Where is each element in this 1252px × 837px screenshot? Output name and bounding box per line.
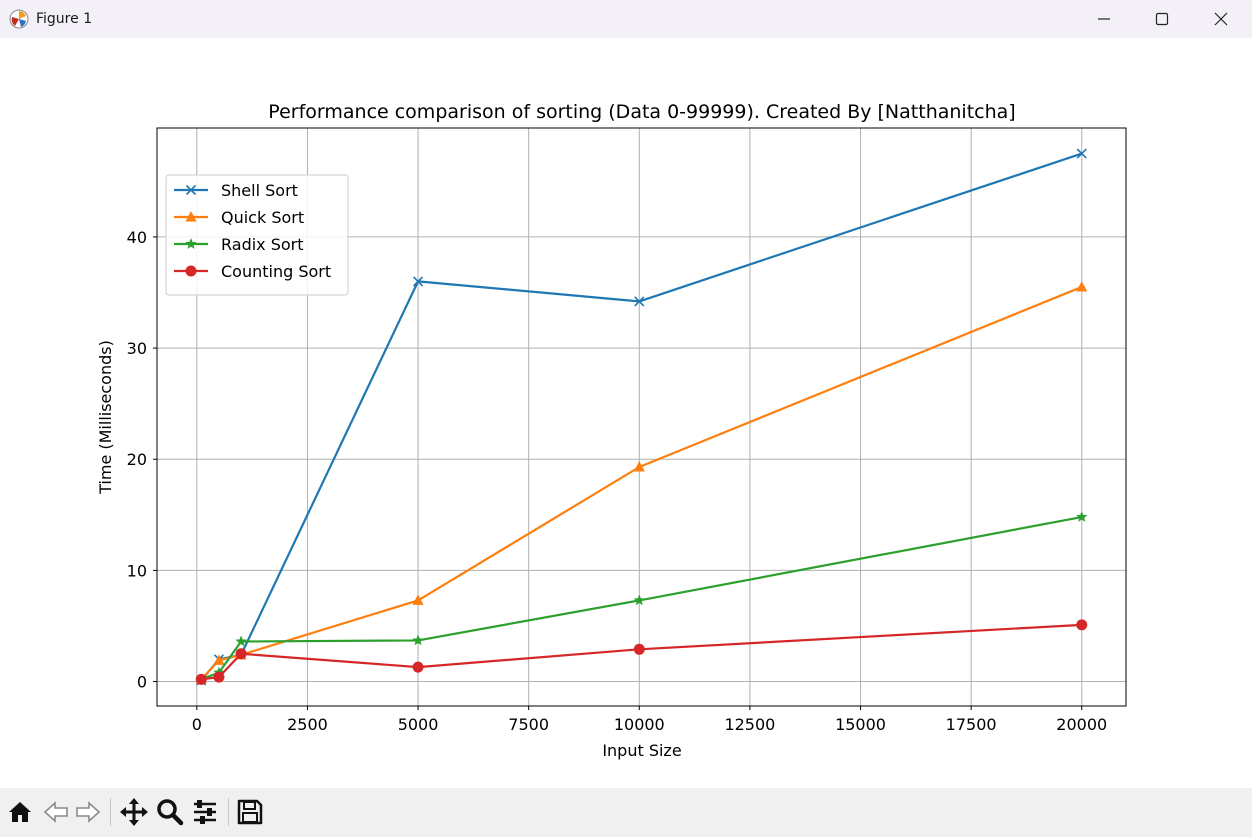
configure-subplots-button[interactable] bbox=[189, 796, 221, 828]
data-point-counting-sort bbox=[1076, 619, 1088, 631]
close-button[interactable] bbox=[1192, 0, 1250, 38]
x-tick-label: 15000 bbox=[835, 715, 886, 734]
home-icon bbox=[9, 802, 31, 822]
zoom-icon bbox=[157, 799, 184, 826]
legend-label: Counting Sort bbox=[221, 262, 331, 281]
data-point-radix-sort bbox=[412, 634, 424, 646]
y-tick-label: 20 bbox=[127, 450, 147, 469]
x-tick-label: 2500 bbox=[287, 715, 328, 734]
legend: Shell Sort Quick Sort Radix Sort Counting S… bbox=[165, 174, 349, 296]
x-tick-label: 12500 bbox=[724, 715, 775, 734]
x-axis-label: Input Size bbox=[602, 741, 681, 760]
minimize-icon bbox=[1098, 18, 1110, 20]
x-tick-label: 20000 bbox=[1056, 715, 1107, 734]
legend-marker bbox=[185, 265, 197, 277]
data-point-shell-sort bbox=[634, 296, 645, 307]
legend-item: Shell Sort bbox=[174, 181, 298, 200]
forward-button[interactable] bbox=[72, 796, 104, 828]
data-point-shell-sort bbox=[412, 276, 424, 287]
plot-frame bbox=[156, 127, 1127, 707]
configure-subplots-icon bbox=[194, 800, 216, 824]
close-icon bbox=[1214, 12, 1228, 26]
data-point-quick-sort bbox=[633, 461, 645, 472]
legend-marker bbox=[185, 238, 197, 249]
legend-marker bbox=[185, 184, 197, 196]
y-tick-label: 0 bbox=[137, 673, 147, 692]
legend-label: Quick Sort bbox=[221, 208, 304, 227]
data-point-counting-sort bbox=[213, 671, 225, 683]
x-axis: 0 2500 5000 7500 10000 12500 15000 17500 20000 bbox=[192, 706, 1107, 734]
maximize-icon bbox=[1155, 12, 1169, 26]
data-point-counting-sort bbox=[633, 643, 645, 655]
chart-title: Performance comparison of sorting (Data … bbox=[268, 101, 1015, 123]
legend-label: Shell Sort bbox=[221, 181, 298, 200]
data-point-shell-sort bbox=[1076, 148, 1087, 159]
line-chart: Performance comparison of sorting (Data … bbox=[96, 101, 1127, 760]
back-icon bbox=[43, 801, 68, 823]
legend-item: Radix Sort bbox=[174, 235, 304, 254]
x-tick-label: 17500 bbox=[946, 715, 997, 734]
data-point-radix-sort bbox=[1076, 511, 1088, 522]
series-layer bbox=[195, 148, 1088, 686]
data-point-counting-sort bbox=[412, 661, 424, 673]
home-button[interactable] bbox=[4, 796, 36, 828]
series-counting-sort bbox=[195, 619, 1088, 685]
y-axis-label: Time (Milliseconds) bbox=[96, 340, 115, 495]
y-tick-label: 40 bbox=[127, 228, 147, 247]
x-tick-label: 10000 bbox=[614, 715, 665, 734]
legend-label: Radix Sort bbox=[221, 235, 304, 254]
data-point-quick-sort bbox=[412, 594, 424, 605]
data-point-quick-sort bbox=[1076, 280, 1088, 292]
legend-item: Quick Sort bbox=[174, 208, 304, 227]
matplotlib-icon bbox=[9, 9, 29, 29]
zoom-button[interactable] bbox=[154, 796, 186, 828]
maximize-button[interactable] bbox=[1133, 0, 1191, 38]
forward-icon bbox=[76, 801, 101, 823]
data-point-radix-sort bbox=[235, 635, 247, 647]
legend-marker bbox=[185, 211, 197, 222]
data-point-counting-sort bbox=[195, 673, 207, 685]
x-tick-label: 0 bbox=[192, 715, 202, 734]
window-titlebar: Figure 1 bbox=[0, 0, 1252, 38]
legend-box bbox=[165, 174, 349, 296]
legend-item: Counting Sort bbox=[174, 262, 331, 281]
x-tick-label: 7500 bbox=[508, 715, 549, 734]
window-title: Figure 1 bbox=[36, 11, 93, 27]
y-tick-label: 10 bbox=[127, 561, 147, 580]
data-point-counting-sort bbox=[235, 648, 247, 660]
back-button[interactable] bbox=[40, 796, 72, 828]
save-icon bbox=[237, 799, 263, 825]
minimize-button[interactable] bbox=[1075, 0, 1133, 38]
data-point-radix-sort bbox=[633, 594, 645, 606]
save-button[interactable] bbox=[234, 796, 266, 828]
y-axis: 0 10 20 30 40 bbox=[127, 228, 157, 692]
x-tick-label: 5000 bbox=[398, 715, 439, 734]
y-tick-label: 30 bbox=[127, 339, 147, 358]
toolbar-separator bbox=[110, 798, 111, 826]
toolbar-separator bbox=[228, 798, 229, 826]
data-point-quick-sort bbox=[213, 654, 225, 665]
navigation-toolbar bbox=[0, 788, 1252, 837]
pan-button[interactable] bbox=[118, 796, 150, 828]
figure-canvas[interactable]: Performance comparison of sorting (Data … bbox=[0, 38, 1252, 788]
pan-icon bbox=[120, 798, 148, 826]
